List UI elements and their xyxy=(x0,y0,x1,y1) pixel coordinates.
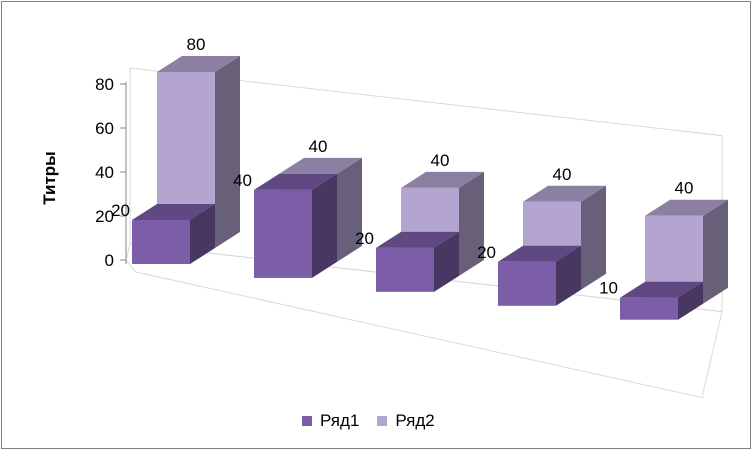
bar-series-1-cat-2-side xyxy=(312,173,337,278)
data-label-series-2-cat-2: 40 xyxy=(309,137,328,156)
bar-series-2-cat-2-top xyxy=(279,157,362,174)
bar-series-2-cat-3-side xyxy=(459,171,484,276)
bar-series-1-cat-1-top xyxy=(132,204,215,220)
legend-label-series-1: Ряд1 xyxy=(320,411,360,430)
bar-series-2-cat-1-side xyxy=(215,56,240,248)
data-label-series-2-cat-3: 40 xyxy=(431,151,450,170)
bar-series-1-cat-5 xyxy=(620,297,678,320)
data-label-series-1-cat-3: 20 xyxy=(355,229,374,248)
bar-series-1-cat-4-side xyxy=(556,245,581,306)
bar-series-1-cat-3-top xyxy=(376,231,459,248)
y-tick-label: 20 xyxy=(95,207,114,226)
bar-series-1-cat-3-side xyxy=(434,231,459,292)
bar-series-2-cat-4-top xyxy=(523,185,606,202)
data-label-series-2-cat-1: 80 xyxy=(187,35,206,54)
bar-series-2-cat-1-top xyxy=(157,56,240,72)
y-axis-title: Титры xyxy=(40,151,59,204)
bar-series-1-cat-5-side xyxy=(678,281,703,320)
bar-series-1-cat-1 xyxy=(132,220,190,264)
floor xyxy=(125,243,723,399)
legend: Ряд1 Ряд2 xyxy=(302,410,435,432)
y-tick-label: 60 xyxy=(95,119,114,138)
y-tick-label: 40 xyxy=(95,163,114,182)
bar-series-2-cat-5-top xyxy=(645,199,728,216)
bar-series-1-cat-2 xyxy=(254,189,312,278)
y-tick-label: 0 xyxy=(105,251,114,270)
legend-label-series-2: Ряд2 xyxy=(395,411,435,430)
data-label-series-1-cat-4: 20 xyxy=(477,243,496,262)
bar-series-1-cat-2-top xyxy=(254,173,337,190)
bar-series-2-cat-5-side xyxy=(703,199,728,304)
y-tick-label: 80 xyxy=(95,75,114,94)
data-label-series-1-cat-5: 10 xyxy=(599,279,618,298)
data-label-series-2-cat-4: 40 xyxy=(553,165,572,184)
data-label-series-2-cat-5: 40 xyxy=(675,179,694,198)
bar-series-2-cat-4-side xyxy=(581,185,606,290)
bar-series-1-cat-3 xyxy=(376,247,434,292)
bar-series-2-cat-2-side xyxy=(337,157,362,262)
data-label-series-1-cat-1: 20 xyxy=(111,201,130,220)
bar-series-1-cat-5-top xyxy=(620,281,703,298)
legend-swatch-series-1 xyxy=(302,416,312,426)
legend-item-series-2: Ряд2 xyxy=(377,411,435,431)
data-label-series-1-cat-2: 40 xyxy=(233,171,252,190)
bar-series-1-cat-1-side xyxy=(190,204,215,264)
bar-series-1-cat-4 xyxy=(498,261,556,306)
legend-item-series-1: Ряд1 xyxy=(302,411,359,431)
bar-series-2-cat-3-top xyxy=(401,171,484,188)
legend-swatch-series-2 xyxy=(377,416,388,426)
bar-series-1-cat-4-top xyxy=(498,245,581,262)
